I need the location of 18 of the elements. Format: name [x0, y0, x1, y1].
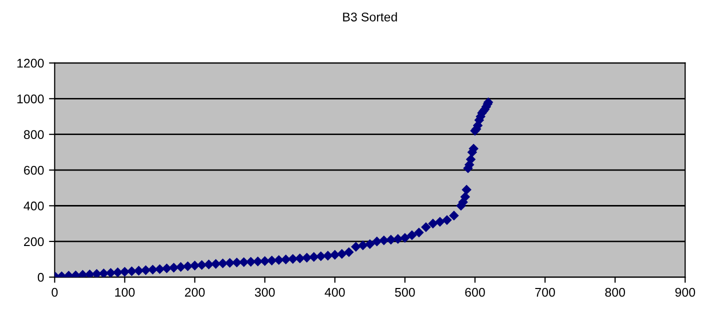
x-tick-label: 700 — [535, 288, 555, 297]
x-tick-label: 100 — [115, 288, 135, 297]
x-tick-label: 600 — [465, 288, 485, 297]
x-tick-label: 500 — [395, 288, 415, 297]
x-tick-label: 800 — [605, 288, 626, 297]
x-tick-label: 200 — [184, 288, 205, 297]
y-tick-label: 400 — [24, 202, 44, 210]
y-tick-label: 0 — [38, 272, 44, 282]
chart-title: B3 Sorted — [343, 12, 397, 22]
x-tick-label: 400 — [324, 288, 345, 297]
x-tick-label: 0 — [52, 288, 58, 297]
y-tick-label: 1200 — [17, 58, 44, 68]
x-tick-label: 300 — [254, 288, 275, 297]
x-tick-label: 900 — [675, 288, 696, 297]
y-tick-label: 200 — [24, 237, 44, 246]
y-tick-label: 800 — [24, 130, 44, 140]
y-tick-label: 600 — [24, 166, 44, 175]
y-tick-label: 1000 — [17, 94, 44, 104]
